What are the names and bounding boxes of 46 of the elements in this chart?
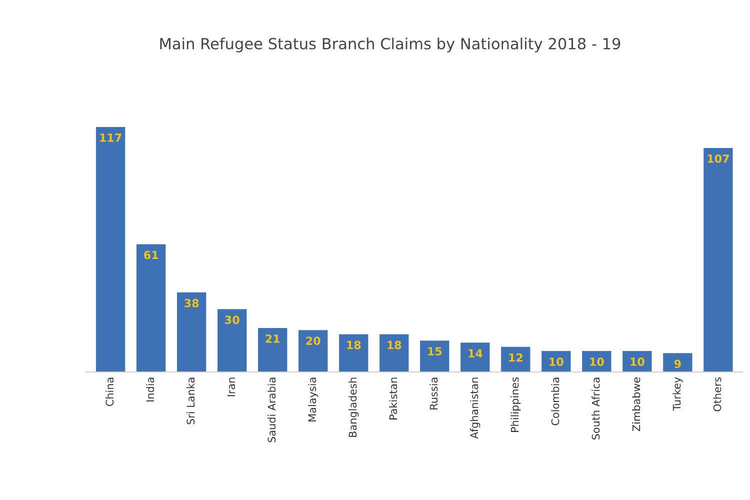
data-label: 10 [630,358,644,366]
bar [298,330,328,372]
bar [218,309,247,372]
bar [176,292,206,372]
data-label: 30 [225,316,240,324]
bar [380,334,409,372]
x-tick-label: Malaysia [308,378,318,422]
data-label: 10 [550,358,564,366]
data-label: 18 [347,340,361,350]
x-tick-label: Russia [430,378,438,410]
x-tick-label: China [106,378,114,406]
x-tick-label: Others [713,377,722,412]
data-label: 10 [590,358,604,366]
data-label: 15 [428,347,442,356]
data-label: 12 [509,353,522,362]
x-tick-label: Zimbabwe [632,377,640,432]
x-tick-label: South Africa [592,378,600,440]
x-tick-label: Philippines [510,377,521,432]
data-label: 20 [306,336,320,345]
x-tick-label: Bangladesh [348,378,359,437]
data-label: 9 [674,360,681,368]
bar [339,334,368,372]
x-tick-label: Afghanistan [470,378,480,439]
bar [258,328,288,372]
data-label: 107 [708,154,729,163]
bar [704,148,733,372]
x-tick-label: Iran [227,378,236,396]
x-tick-label: Colombia [551,378,560,426]
chart-title: Main Refugee Status Branch Claims by Nationality 2018 - 19 [160,38,620,52]
bar [501,346,530,372]
bar [460,342,490,372]
x-tick-label: Pakistan [389,378,398,420]
x-tick-label: Turkey [672,377,683,411]
x-tick-label: Sri Lanka [186,378,195,424]
bar [136,244,166,372]
x-tick-label: Saudi Arabia [268,378,276,442]
x-tick-label: India [146,378,154,402]
data-label: 18 [388,340,402,350]
data-label: 38 [184,298,199,308]
data-label: 61 [144,250,158,260]
data-label: 117 [100,134,122,142]
bar [96,127,126,372]
data-label: 14 [468,349,482,358]
bar [420,340,450,372]
data-label: 21 [266,334,280,343]
bar [663,353,692,372]
